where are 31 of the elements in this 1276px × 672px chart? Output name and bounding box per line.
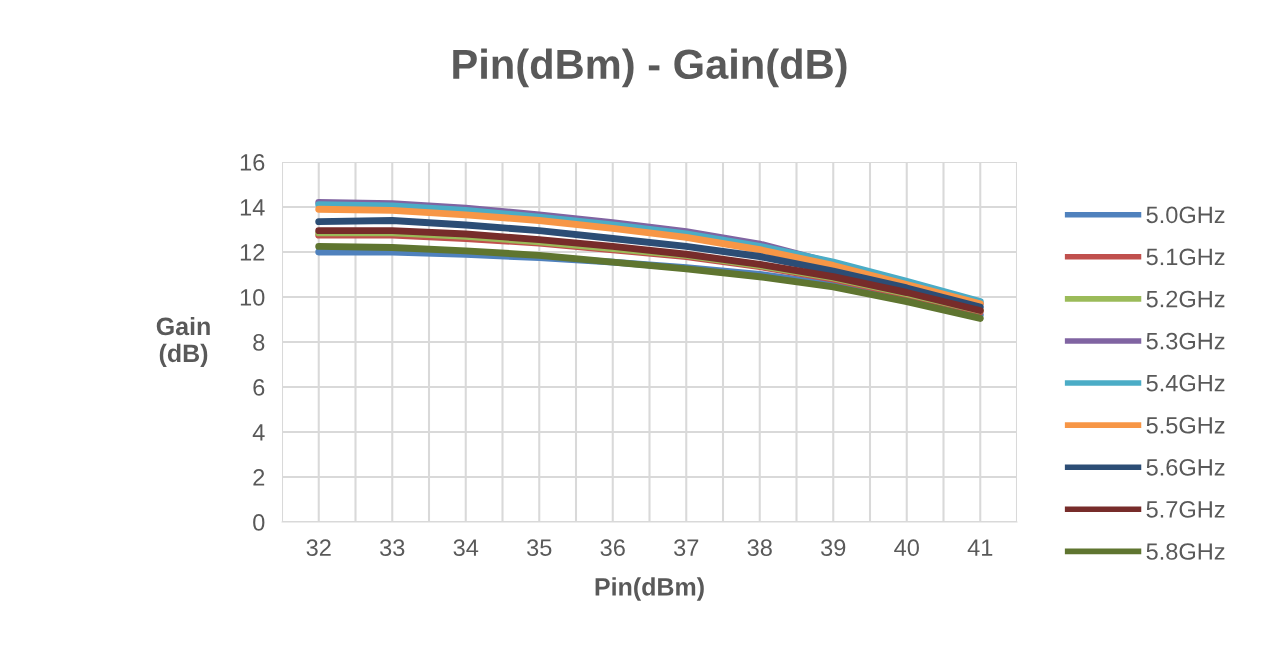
x-tick-label: 41: [967, 539, 993, 556]
x-tick-label: 38: [747, 539, 772, 557]
x-tick-label: 33: [380, 539, 405, 557]
legend-label: 5.4GHz: [1146, 374, 1225, 392]
legend-label: 5.2GHz: [1146, 290, 1225, 308]
x-tick-label: 35: [527, 539, 552, 557]
legend-label: 5.1GHz: [1146, 248, 1225, 266]
y-tick-label: 10: [240, 289, 265, 306]
x-tick-label: 34: [453, 539, 479, 557]
y-tick-label: 4: [252, 424, 265, 441]
legend-label: 5.6GHz: [1146, 458, 1225, 476]
y-tick-label: 12: [240, 244, 265, 261]
y-tick-label: 2: [253, 469, 265, 486]
x-tick-label: 32: [306, 539, 331, 557]
y-tick-label: 0: [253, 514, 265, 531]
legend-label: 5.7GHz: [1146, 501, 1225, 518]
x-tick-label: 40: [894, 539, 919, 557]
x-axis-title: Pin(dBm): [595, 577, 704, 601]
legend-label: 5.3GHz: [1146, 332, 1225, 350]
legend-label: 5.5GHz: [1146, 416, 1225, 434]
legend-label: 5.0GHz: [1146, 206, 1225, 224]
x-tick-label: 37: [674, 539, 699, 557]
y-tick-label: 6: [253, 379, 265, 396]
y-axis-title: Gain (dB): [156, 316, 210, 368]
x-tick-label: 36: [600, 539, 625, 557]
chart-title: Pin(dBm) - Gain(dB): [453, 48, 847, 88]
y-tick-label: 8: [253, 334, 265, 351]
y-tick-label: 14: [240, 199, 265, 216]
y-tick-label: 16: [240, 154, 265, 171]
legend-label: 5.8GHz: [1146, 543, 1225, 560]
x-tick-label: 39: [821, 539, 846, 557]
